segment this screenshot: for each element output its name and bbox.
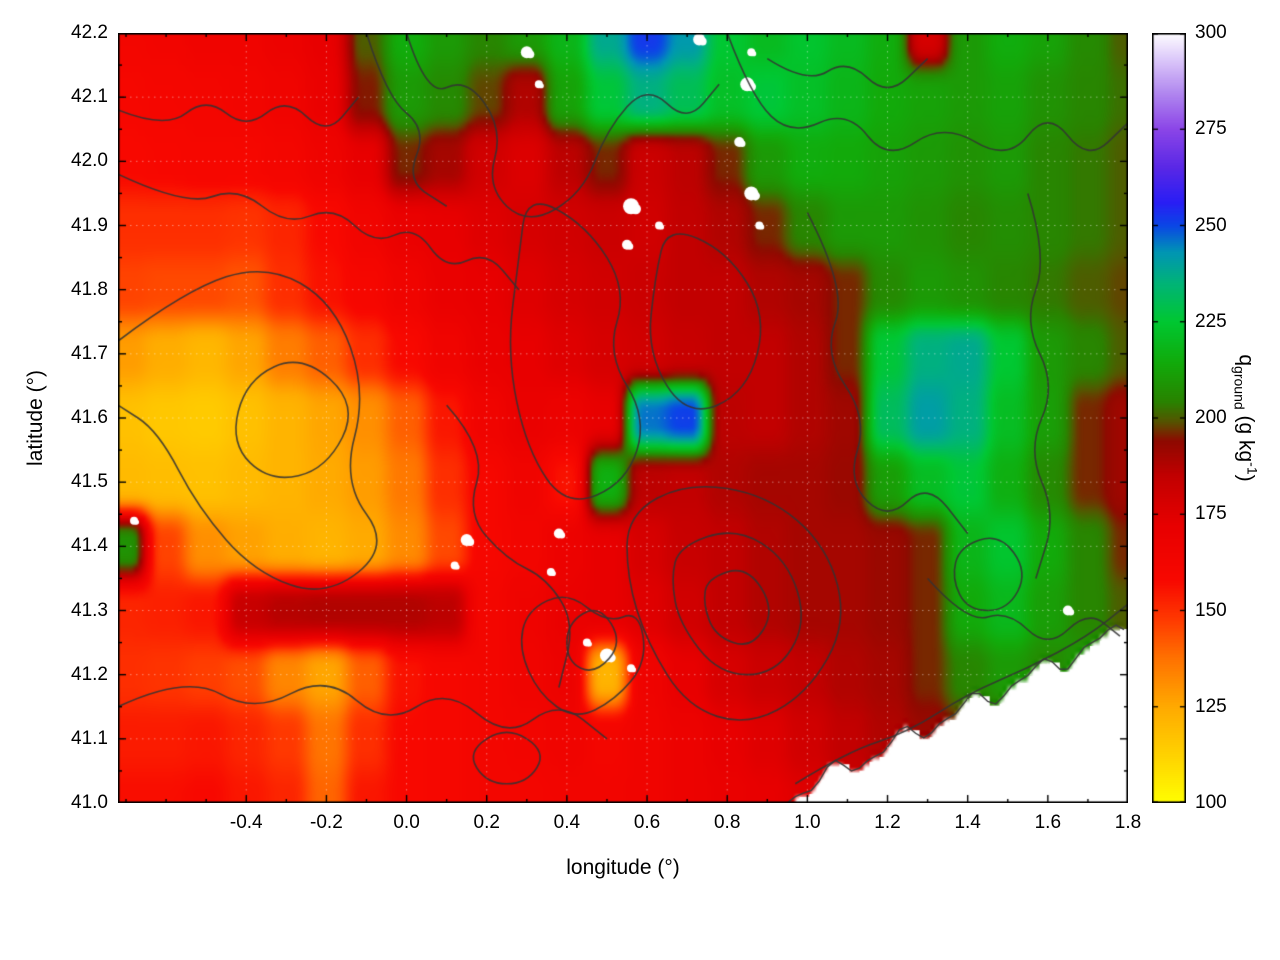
y-tick-label: 41.0 (71, 792, 108, 813)
colorbar-tick-label: 125 (1195, 695, 1227, 717)
x-tick-label: 1.8 (1114, 812, 1142, 833)
x-tick-label: 0.2 (473, 812, 500, 833)
y-tick-label: 41.5 (71, 471, 108, 493)
x-tick-label: 0.4 (553, 812, 581, 833)
y-tick-label: 42.0 (71, 150, 108, 172)
y-tick-label: 41.6 (71, 407, 108, 428)
x-tick-label: 0.0 (393, 812, 420, 833)
colorbar-label-units: (g kg (1234, 409, 1258, 463)
y-tick-label: 41.8 (71, 278, 108, 300)
x-tick-label: 1.6 (1034, 812, 1062, 833)
colorbar-tick-label: 275 (1195, 118, 1227, 140)
colorbar-label-sub: ground (1231, 366, 1248, 410)
colorbar-tick-label: 250 (1195, 214, 1227, 236)
y-tick-label: 41.2 (71, 663, 108, 685)
colorbar-label-sup: -1 (1244, 462, 1261, 475)
x-tick-label: -0.2 (310, 812, 343, 833)
x-tick-label: -0.4 (229, 812, 263, 833)
colorbar-label: qground (g kg-1) (1231, 354, 1260, 481)
y-tick-label: 41.1 (71, 727, 108, 749)
y-axis-label: latitude (°) (24, 370, 47, 466)
colorbar-label-q: q (1234, 354, 1258, 367)
x-axis-label: longitude (°) (566, 856, 680, 879)
y-tick-label: 41.4 (71, 535, 108, 557)
colorbar-tick-label: 225 (1195, 310, 1227, 332)
heatmap-canvas (118, 33, 1128, 803)
colorbar-tick-label: 300 (1195, 22, 1227, 43)
colorbar-canvas (1152, 33, 1186, 803)
x-tick-label: 0.8 (713, 812, 741, 833)
x-tick-label: 1.0 (794, 812, 821, 833)
y-tick-label: 41.3 (71, 599, 108, 621)
y-tick-label: 42.2 (71, 22, 108, 43)
colorbar-tick-label: 150 (1195, 599, 1227, 621)
colorbar-label-close: ) (1234, 474, 1258, 482)
y-tick-label: 41.9 (71, 214, 108, 236)
colorbar-tick-label: 200 (1195, 407, 1227, 428)
x-tick-label: 0.6 (633, 812, 661, 833)
colorbar-tick-label: 100 (1195, 792, 1227, 813)
y-tick-label: 42.1 (71, 86, 108, 108)
x-tick-label: 1.4 (954, 812, 981, 833)
x-tick-label: 1.2 (874, 812, 901, 833)
colorbar-tick-label: 175 (1195, 503, 1227, 525)
y-tick-label: 41.7 (71, 342, 108, 364)
